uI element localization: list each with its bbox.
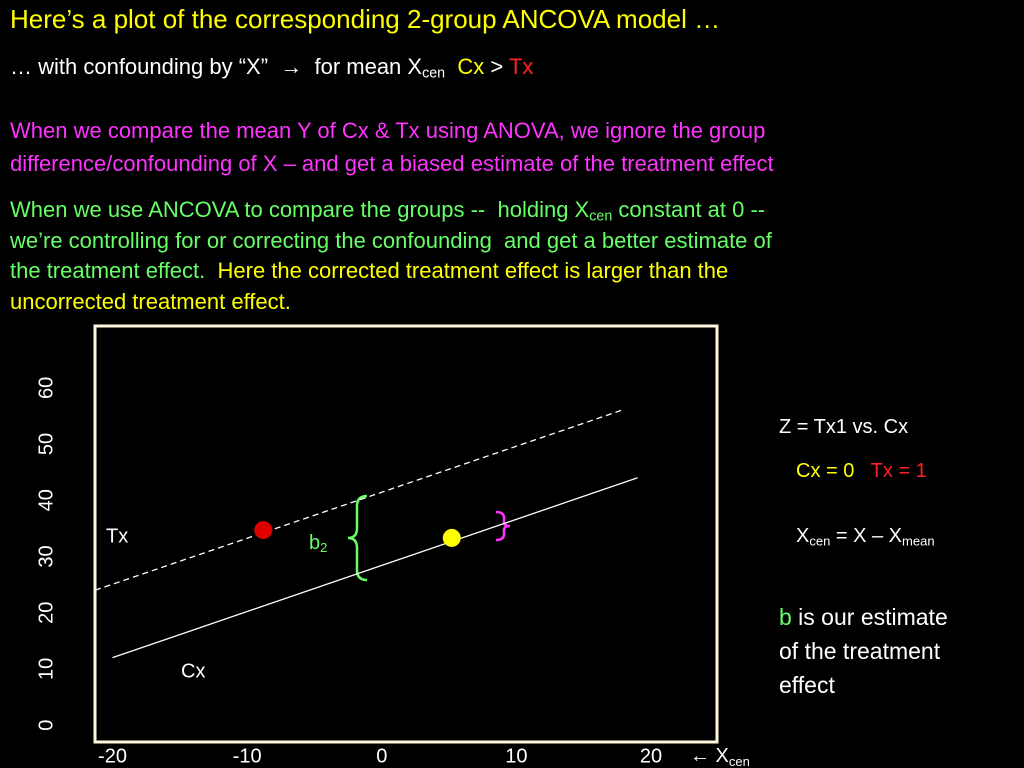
note: b is our estimate of the treatment effec… bbox=[779, 600, 948, 702]
note-cx: Cx = 0 bbox=[796, 460, 855, 482]
y-tick-label: 50 bbox=[35, 433, 57, 455]
x-tick-label: -20 bbox=[98, 745, 127, 767]
text-line: constant at 0 -- bbox=[612, 197, 766, 222]
title: Here’s a plot of the corresponding 2-gro… bbox=[10, 4, 721, 34]
bracket bbox=[495, 510, 511, 542]
note-text: of the treatment bbox=[779, 638, 941, 664]
note: Z = Tx1 vs. Cx bbox=[779, 416, 909, 438]
subscript: cen bbox=[422, 65, 446, 82]
subscript: 2 bbox=[320, 540, 327, 555]
subtitle: … with confounding by “X” → for mean Xce… bbox=[10, 54, 534, 82]
series-label: Cx bbox=[181, 660, 205, 682]
note: Cx = 0 Tx = 1 bbox=[796, 460, 927, 483]
note: Xcen = X – Xmean bbox=[796, 525, 935, 548]
subtitle-text: … with confounding by “X” → for mean X bbox=[10, 54, 423, 79]
subscript: mean bbox=[902, 533, 935, 549]
y-tick-label: 20 bbox=[35, 602, 57, 624]
x-axis-label-text: ← X bbox=[690, 745, 729, 767]
point bbox=[442, 528, 461, 547]
x-tick-label: -10 bbox=[233, 745, 262, 767]
subscript: cen bbox=[589, 208, 613, 225]
text-line: we’re controlling for or correcting the … bbox=[10, 227, 772, 253]
subscript: cen bbox=[809, 533, 831, 549]
note-text: X bbox=[796, 525, 810, 547]
x-tick-label: 10 bbox=[505, 745, 527, 767]
plot-frame bbox=[93, 324, 719, 744]
series-line bbox=[94, 409, 622, 591]
annotation-text: b bbox=[309, 532, 320, 554]
y-tick-label: 10 bbox=[35, 658, 57, 680]
text-line: When we use ANCOVA to compare the groups… bbox=[10, 197, 590, 222]
subtitle-cx: Cx bbox=[457, 54, 485, 79]
text-line: the treatment effect. bbox=[10, 258, 206, 283]
x-tick-label: 20 bbox=[640, 745, 662, 767]
note-text: effect bbox=[779, 672, 835, 698]
subscript: cen bbox=[729, 754, 750, 768]
paragraph: When we compare the mean Y of Cx & Tx us… bbox=[10, 114, 774, 180]
note-text: = X – X bbox=[830, 525, 903, 547]
y-tick-label: 0 bbox=[35, 720, 57, 731]
note-text: is our estimate bbox=[791, 604, 948, 630]
point bbox=[254, 521, 273, 540]
y-tick-label: 40 bbox=[35, 489, 57, 511]
annotation: b2 bbox=[309, 532, 327, 555]
text-line: difference/confounding of X – and get a … bbox=[10, 151, 774, 176]
text-line: When we compare the mean Y of Cx & Tx us… bbox=[10, 118, 766, 143]
paragraph: When we use ANCOVA to compare the groups… bbox=[10, 195, 772, 317]
brace bbox=[347, 494, 368, 582]
series-line bbox=[112, 477, 638, 659]
note-tx: Tx = 1 bbox=[870, 460, 927, 482]
text-line: Here the corrected treatment effect is l… bbox=[217, 258, 729, 283]
x-tick-label: 0 bbox=[376, 745, 387, 767]
x-axis-label: ← Xcen bbox=[690, 745, 750, 768]
subtitle-gt: > bbox=[490, 54, 504, 79]
text-line: uncorrected treatment effect. bbox=[10, 288, 291, 314]
subtitle-tx: Tx bbox=[508, 54, 534, 79]
note-b: b bbox=[779, 604, 792, 630]
y-tick-label: 30 bbox=[35, 545, 57, 567]
series-label: Tx bbox=[106, 525, 128, 547]
y-tick-label: 60 bbox=[35, 377, 57, 399]
